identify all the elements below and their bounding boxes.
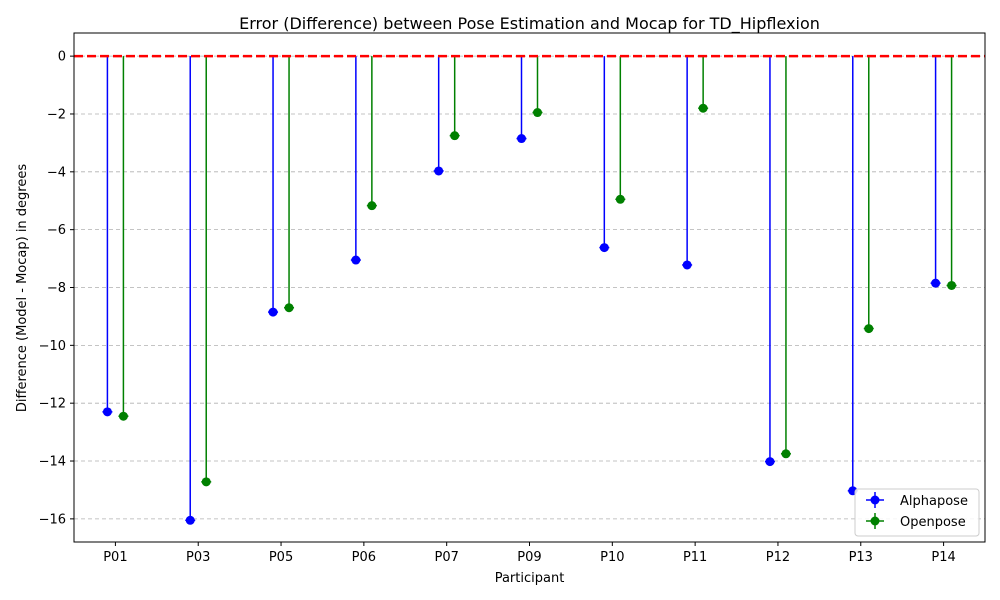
- y-tick-label: −14: [39, 455, 66, 470]
- y-tick-label: 0: [58, 50, 66, 65]
- openpose-point: [615, 194, 625, 204]
- x-tick-label: P05: [269, 550, 293, 565]
- legend-box: [854, 488, 980, 537]
- y-tick-label: −8: [47, 281, 66, 296]
- openpose-point: [698, 103, 708, 113]
- alphapose-point: [351, 255, 361, 265]
- legend-item-alphapose: Alphapose: [866, 492, 968, 509]
- x-tick-label: P11: [683, 550, 707, 565]
- x-axis-label: Participant: [495, 571, 565, 586]
- x-tick-label: P09: [517, 550, 541, 565]
- x-tick-label: P13: [849, 550, 873, 565]
- openpose-point: [947, 280, 957, 290]
- x-tick-label: P06: [352, 550, 376, 565]
- legend-label-alphapose: Alphapose: [900, 494, 968, 509]
- alphapose-point: [765, 457, 775, 467]
- x-tick-label: P14: [931, 550, 955, 565]
- chart-title: Error (Difference) between Pose Estimati…: [239, 14, 820, 34]
- legend: Alphapose Openpose: [854, 488, 980, 537]
- legend-marker-alphapose: [870, 495, 880, 505]
- x-tick-label: P10: [600, 550, 624, 565]
- x-tick-label: P01: [103, 550, 127, 565]
- alphapose-point: [268, 307, 278, 317]
- openpose-point: [533, 108, 542, 118]
- alphapose-point: [434, 166, 444, 176]
- x-tick-label: P07: [434, 550, 458, 565]
- alphapose-point: [599, 243, 609, 253]
- x-tick-label: P03: [186, 550, 210, 565]
- legend-item-openpose: Openpose: [866, 513, 966, 530]
- openpose-point: [367, 201, 377, 211]
- openpose-point: [284, 303, 294, 313]
- alphapose-point: [931, 278, 941, 288]
- openpose-point: [118, 411, 128, 421]
- y-axis-label: Difference (Model - Mocap) in degrees: [15, 164, 30, 412]
- alphapose-point: [517, 134, 526, 144]
- openpose-point: [864, 324, 874, 334]
- alphapose-point: [185, 515, 195, 525]
- y-tick-label: −12: [39, 397, 66, 412]
- y-tick-label: −6: [47, 223, 66, 238]
- legend-label-openpose: Openpose: [900, 515, 966, 530]
- openpose-point: [201, 477, 211, 487]
- legend-marker-openpose: [870, 516, 880, 526]
- axis-layer: 0 −2 −4 −6 −8 −10 −12 −14 −16 P01 P03 P05 P06 P07 P09 P…: [39, 50, 956, 565]
- y-tick-label: −4: [47, 165, 66, 180]
- marks-layer: [74, 54, 985, 525]
- y-tick-label: −2: [47, 107, 66, 122]
- alphapose-point: [682, 260, 692, 270]
- x-tick-label: P12: [766, 550, 790, 565]
- alphapose-point: [102, 407, 112, 417]
- openpose-point: [450, 131, 460, 141]
- openpose-point: [781, 449, 791, 459]
- y-tick-label: −10: [39, 339, 66, 354]
- y-tick-label: −16: [39, 512, 66, 527]
